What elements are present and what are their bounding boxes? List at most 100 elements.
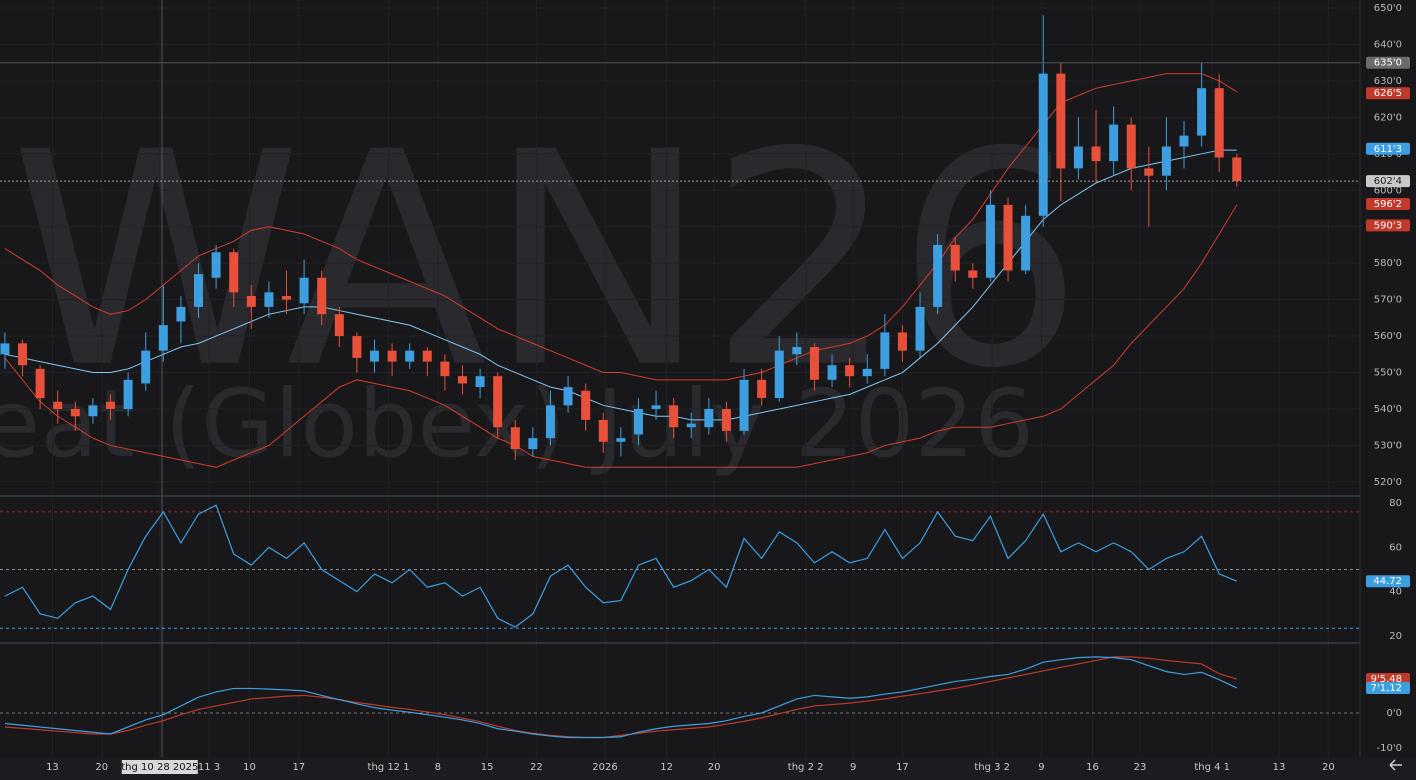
candle-body <box>915 306 925 351</box>
price-label: 611'3 <box>1374 144 1402 155</box>
candle-body <box>1144 168 1154 176</box>
price-label-box <box>1366 142 1410 155</box>
last-value-box <box>1366 681 1410 694</box>
candle-body <box>53 401 63 409</box>
price-label: 596'2 <box>1374 199 1402 210</box>
candle-body <box>70 408 80 417</box>
watermark-subtitle: Wheat (Globex) July 2026 <box>0 370 1034 479</box>
candle-body <box>985 204 995 278</box>
x-tick-label: thg 2 2 <box>788 762 824 773</box>
candle-body <box>792 347 802 355</box>
candle-body <box>510 427 520 450</box>
candle-body <box>1003 204 1013 271</box>
y-tick-label: 80 <box>1389 498 1402 509</box>
candle-body <box>1214 88 1224 158</box>
candle-body <box>106 401 116 409</box>
x-tick-label: 15 <box>481 762 494 773</box>
x-tick-label: thg 10 28 2025 <box>121 762 198 773</box>
candle-body <box>686 423 696 428</box>
candle-body <box>809 347 819 380</box>
candle-body <box>1109 124 1119 162</box>
candle-body <box>616 438 626 442</box>
candle-body <box>757 379 767 399</box>
last-value-label: 44.72 <box>1373 576 1402 587</box>
candle-body <box>158 325 168 351</box>
y-tick-label: 650'0 <box>1374 3 1402 14</box>
overlay-line <box>4 149 1237 421</box>
x-tick-label: 11 3 <box>198 762 220 773</box>
candle-body <box>897 332 907 351</box>
overlay-line <box>4 73 1238 381</box>
price-label: 602'4 <box>1374 176 1402 187</box>
candle-body <box>1021 215 1031 271</box>
candle-body <box>581 390 591 420</box>
y-tick-label: 530'0 <box>1374 440 1402 451</box>
candle-body <box>264 292 274 307</box>
candle-body <box>545 405 555 439</box>
candle-body <box>282 295 292 300</box>
y-tick-label: 550'0 <box>1374 368 1402 379</box>
candle-body <box>651 405 661 409</box>
x-tick-label: 20 <box>95 762 108 773</box>
candle-body <box>369 350 379 362</box>
candle-body <box>528 438 538 450</box>
y-tick-label: 540'0 <box>1374 404 1402 415</box>
candle-body <box>739 379 749 431</box>
price-label: 635'0 <box>1374 58 1402 69</box>
candle-body <box>1197 88 1207 136</box>
y-tick-label: 520'0 <box>1374 477 1402 488</box>
candle-body <box>1232 157 1242 182</box>
x-tick-label: 16 <box>1086 762 1099 773</box>
candle-body <box>1091 146 1101 162</box>
candle-body <box>475 376 485 388</box>
scroll-button[interactable] <box>1389 759 1402 771</box>
y-tick-label: 560'0 <box>1374 331 1402 342</box>
candle-body <box>35 368 45 399</box>
x-tick-label: 20 <box>708 762 721 773</box>
candle-body <box>1161 146 1171 176</box>
candle-body <box>211 252 221 278</box>
candle-body <box>123 379 133 409</box>
indicator-line <box>4 656 1238 739</box>
candle-body <box>827 365 837 380</box>
candle-body <box>229 252 239 293</box>
price-label: 626'5 <box>1374 88 1402 99</box>
y-tick-label: 0'0 <box>1387 708 1402 719</box>
candle-body <box>563 387 573 406</box>
x-tick-label: 22 <box>530 762 543 773</box>
time-axis <box>0 757 1416 780</box>
indicator-line <box>4 656 1237 739</box>
y-tick-label: -10'0 <box>1377 743 1402 754</box>
last-value-label: 9'5,48 <box>1371 674 1402 685</box>
price-label-box <box>1366 197 1410 210</box>
x-tick-label: 17 <box>896 762 909 773</box>
x-tick-label: 17 <box>292 762 305 773</box>
price-label-box <box>1366 87 1410 100</box>
candle-body <box>633 408 643 435</box>
price-label-box <box>1366 175 1410 188</box>
price-label-box <box>1366 219 1410 232</box>
y-tick-label: 60 <box>1389 542 1402 553</box>
candle-body <box>405 350 415 362</box>
y-tick-label: 620'0 <box>1374 112 1402 123</box>
candle-body <box>18 343 28 366</box>
candle-body <box>968 270 978 278</box>
y-tick-label: 640'0 <box>1374 39 1402 50</box>
y-tick-label: 40 <box>1389 587 1402 598</box>
candle-body <box>440 361 450 377</box>
price-label: 590'3 <box>1374 220 1402 231</box>
candle-body <box>493 376 503 428</box>
candle-body <box>1073 146 1083 169</box>
candle-body <box>1056 73 1066 169</box>
candle-body <box>176 306 186 322</box>
candle-body <box>246 295 256 307</box>
x-tick-label: 13 <box>1273 762 1286 773</box>
x-tick-label: thg 4 1 <box>1194 762 1230 773</box>
candle-body <box>1126 124 1136 169</box>
crosshair-label-box <box>121 760 198 774</box>
candle-body <box>334 314 344 337</box>
candle-body <box>0 343 10 355</box>
candle-body <box>704 408 714 428</box>
y-tick-label: 20 <box>1389 631 1402 642</box>
y-tick-label: 570'0 <box>1374 295 1402 306</box>
